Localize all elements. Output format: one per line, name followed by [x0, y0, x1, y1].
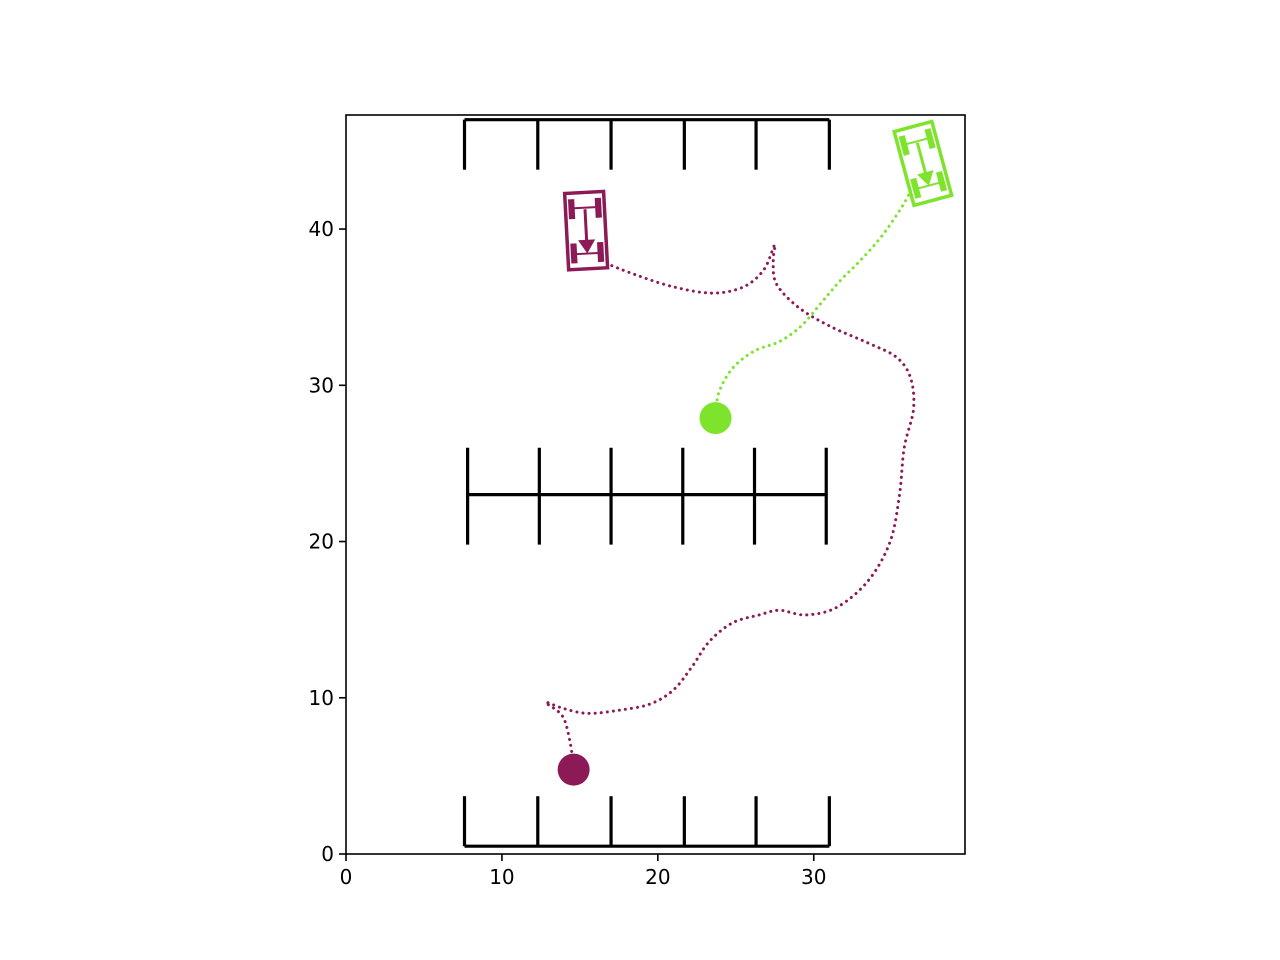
parking-lots [462, 118, 831, 848]
trajectories [544, 180, 917, 772]
x-tick-label: 0 [340, 865, 353, 889]
plot-background [346, 115, 965, 854]
x-tick-label: 20 [645, 865, 670, 889]
top-parking-row [462, 118, 831, 170]
x-axis: 0 10 20 30 [340, 854, 826, 889]
y-axis: 0 10 20 30 40 [309, 217, 346, 866]
bottom-parking-row [462, 796, 831, 848]
x-tick-label: 30 [801, 865, 826, 889]
x-tick-label: 10 [489, 865, 514, 889]
vehicle-icon-1 [562, 189, 610, 272]
y-tick-label: 10 [309, 686, 334, 710]
y-tick-label: 0 [321, 842, 334, 866]
y-tick-label: 40 [309, 217, 334, 241]
axes-frame [345, 114, 966, 855]
trajectory-1 [544, 243, 916, 772]
markers [557, 119, 954, 786]
start-marker-2 [699, 402, 732, 435]
y-tick-label: 30 [309, 373, 334, 397]
y-tick-label: 20 [309, 530, 334, 554]
start-marker-1 [557, 753, 590, 786]
middle-parking-row [466, 447, 828, 545]
vehicle-icon-2 [892, 119, 954, 208]
